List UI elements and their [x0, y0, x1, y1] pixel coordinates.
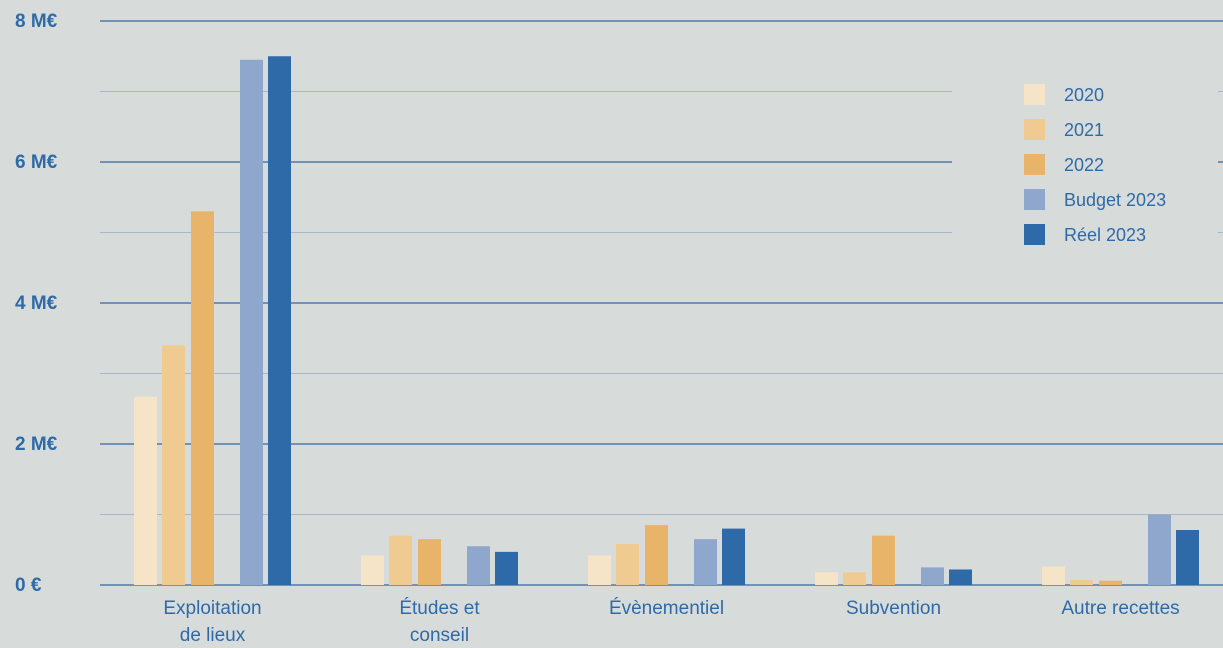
x-category-label: Exploitation [163, 598, 261, 619]
y-tick-label: 4 M€ [15, 293, 58, 314]
legend: 2020 2021 2022 Budget 2023 Réel 2023 [1024, 84, 1166, 245]
bar [1176, 530, 1199, 585]
bar [1148, 514, 1171, 585]
bar [1070, 580, 1093, 585]
bar [645, 525, 668, 585]
bar [389, 535, 412, 585]
x-category-label: Subvention [846, 598, 941, 619]
legend-backdrop [952, 72, 1218, 262]
bar [134, 396, 157, 585]
x-category-label: Autre recettes [1061, 598, 1179, 619]
bar [162, 345, 185, 585]
bar [1099, 580, 1122, 585]
legend-swatch [1024, 154, 1045, 175]
legend-label: 2022 [1064, 155, 1104, 175]
legend-label: 2021 [1064, 120, 1104, 140]
bar [843, 572, 866, 585]
bar [467, 546, 490, 585]
legend-label: Budget 2023 [1064, 190, 1166, 210]
bar [921, 567, 944, 585]
bar [872, 535, 895, 585]
x-axis: Exploitation de lieux Études et conseil Évèn… [163, 598, 1179, 646]
legend-label: 2020 [1064, 85, 1104, 105]
y-tick-label: 0 € [15, 575, 42, 596]
bar [361, 555, 384, 585]
x-category-label: Évènementiel [609, 598, 724, 619]
bar [191, 211, 214, 585]
legend-swatch [1024, 119, 1045, 140]
bar [949, 569, 972, 585]
legend-swatch [1024, 224, 1045, 245]
bar [268, 56, 291, 585]
bar [815, 572, 838, 585]
legend-swatch [1024, 84, 1045, 105]
bar [616, 544, 639, 585]
y-tick-label: 6 M€ [15, 152, 58, 173]
x-category-label: conseil [410, 625, 469, 646]
legend-label: Réel 2023 [1064, 225, 1146, 245]
bars [134, 56, 1199, 585]
y-axis: 0 € 2 M€ 4 M€ 6 M€ 8 M€ [15, 11, 58, 596]
bar [240, 59, 263, 585]
x-category-label: Études et [399, 598, 480, 619]
y-tick-label: 8 M€ [15, 11, 58, 32]
legend-swatch [1024, 189, 1045, 210]
x-category-label: de lieux [180, 625, 246, 646]
bar [722, 528, 745, 585]
bar [418, 539, 441, 585]
y-tick-label: 2 M€ [15, 434, 58, 455]
bar [588, 555, 611, 585]
bar [1042, 566, 1065, 585]
bar [495, 551, 518, 585]
bar [694, 539, 717, 585]
